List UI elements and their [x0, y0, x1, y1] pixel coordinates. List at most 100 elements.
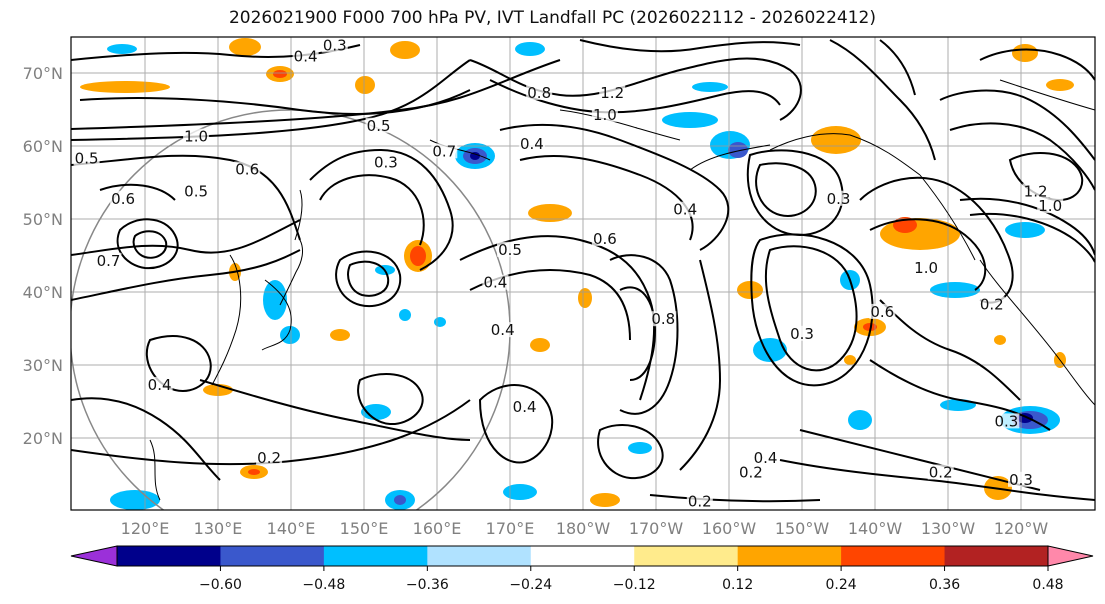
- contour-label-bg: [489, 322, 516, 338]
- contour-label-bg: [146, 376, 173, 392]
- colorbar-tick-label: 0.24: [826, 577, 857, 593]
- contour-label: 0.4: [513, 398, 537, 416]
- colorbar-cell-pos-048-060: [944, 546, 1049, 566]
- colorbar-tick-label: −0.24: [509, 577, 552, 593]
- colorbar-extend-min: [70, 545, 118, 567]
- colorbar-cell-neg-048-060: [117, 546, 221, 566]
- contour-label-bg: [526, 84, 553, 100]
- contour-label: 0.4: [754, 449, 778, 467]
- lon-label: 160°E: [413, 519, 462, 538]
- contour-label: 1.0: [593, 106, 617, 124]
- contour-label-bg: [73, 150, 100, 166]
- contour-label: 0.3: [827, 190, 851, 208]
- lon-label: 160°W: [702, 519, 757, 538]
- contour-label: 0.3: [790, 325, 814, 343]
- contour-label: 0.3: [994, 412, 1018, 430]
- contour-label-bg: [292, 48, 319, 64]
- contour-label: 0.4: [491, 321, 515, 339]
- contour-label-bg: [789, 325, 815, 341]
- contour-label: 0.5: [498, 241, 522, 259]
- contour-label: 1.2: [600, 84, 624, 102]
- latitude-labels: 70°N 60°N 50°N 40°N 30°N 20°N: [23, 64, 63, 448]
- lat-label: 60°N: [23, 137, 63, 156]
- contour-label: 1.2: [1024, 182, 1048, 200]
- graticule: [71, 37, 1095, 510]
- lon-label: 120°W: [994, 519, 1049, 538]
- contour-label: 0.7: [432, 142, 456, 160]
- contour-label: 0.6: [235, 161, 259, 179]
- colorbar-cell-neutral: [530, 546, 635, 566]
- lon-label: 170°W: [629, 519, 684, 538]
- contour-label-bg: [518, 136, 545, 151]
- contour-label: 0.8: [527, 84, 551, 102]
- contour-label-bg: [256, 449, 283, 465]
- contour-label: 0.2: [929, 464, 953, 482]
- colorbar-cells: [117, 546, 1049, 566]
- contour-label: 0.2: [739, 464, 763, 482]
- lat-label: 40°N: [23, 283, 63, 302]
- contour-label-bg: [321, 37, 348, 53]
- lon-label: 140°E: [267, 519, 316, 538]
- map-title: 2026021900 F000 700 hPa PV, IVT Landfall…: [228, 8, 876, 28]
- pv-shading: [80, 38, 1074, 510]
- contour-label-bg: [927, 464, 954, 480]
- contour-label-bg: [183, 128, 210, 144]
- contour-label-bg: [234, 161, 261, 177]
- contour-label: 1.0: [184, 128, 208, 146]
- contour-label: 0.2: [688, 493, 712, 511]
- contour-label: 0.5: [184, 182, 208, 200]
- contour-label-bg: [372, 154, 399, 170]
- colorbar-cell-pos-036-048: [841, 546, 946, 566]
- contour-label-bg: [482, 274, 509, 290]
- contour-label: 0.6: [593, 230, 617, 248]
- contour-label-bg: [825, 190, 852, 206]
- contour-label: 0.2: [257, 449, 281, 467]
- contour-label: 0.6: [111, 190, 135, 208]
- colorbar-ticks: −0.60 −0.48 −0.36 −0.24 −0.12 0.12 0.24 0.36 0.4…: [199, 566, 1064, 593]
- contour-label-bg: [752, 449, 779, 465]
- contour-label: 0.4: [483, 274, 507, 292]
- colorbar-cell-neg-036-048: [220, 546, 325, 566]
- contour-label-bg: [913, 260, 940, 276]
- contour-label: 0.7: [97, 252, 121, 270]
- contour-label: 0.4: [148, 376, 172, 394]
- contour-label-bg: [95, 252, 122, 268]
- contour-label-bg: [1022, 183, 1049, 199]
- lon-label: 130°W: [921, 519, 976, 538]
- contour-label: 0.4: [294, 47, 318, 65]
- contour-label-bg: [497, 241, 523, 257]
- colorbar-outline: [116, 545, 1049, 567]
- contour-labels: 0.30.41.00.50.50.60.60.70.50.30.50.40.40…: [73, 36, 1064, 511]
- lat-label: 50°N: [23, 210, 63, 229]
- contour-label: 0.3: [1009, 471, 1033, 489]
- lat-label: 70°N: [23, 64, 63, 83]
- contour-label-bg: [650, 311, 677, 327]
- contour-label: 0.8: [651, 310, 675, 328]
- longitude-labels: 120°E 130°E 140°E 150°E 160°E 170°E 180°…: [121, 519, 1049, 538]
- lat-label: 30°N: [23, 356, 63, 375]
- contour-label: 1.0: [1038, 197, 1062, 215]
- colorbar-tick-label: −0.36: [406, 577, 449, 593]
- contour-label: 0.2: [980, 296, 1004, 314]
- contour-label: 0.6: [870, 303, 894, 321]
- colorbar-tick-label: −0.60: [199, 577, 242, 593]
- contour-label-bg: [365, 117, 392, 133]
- contour-label: 0.4: [673, 201, 697, 219]
- contour-label-bg: [1037, 198, 1064, 214]
- lon-label: 140°W: [848, 519, 903, 538]
- contour-label-bg: [183, 183, 210, 199]
- contour-label-bg: [591, 230, 618, 246]
- lat-label: 20°N: [23, 429, 63, 448]
- lon-label: 150°E: [340, 519, 389, 538]
- contour-label: 1.0: [914, 259, 938, 277]
- colorbar-tick-label: 0.36: [929, 577, 960, 593]
- colorbar-tick-label: −0.12: [613, 577, 656, 593]
- contour-label-bg: [978, 296, 1005, 312]
- contour-label-bg: [511, 398, 538, 414]
- contour-label-bg: [431, 143, 458, 159]
- lon-label: 130°E: [194, 519, 243, 538]
- contour-label: 0.4: [520, 135, 544, 153]
- contour-label-bg: [1008, 471, 1034, 487]
- contour-label-bg: [737, 464, 764, 480]
